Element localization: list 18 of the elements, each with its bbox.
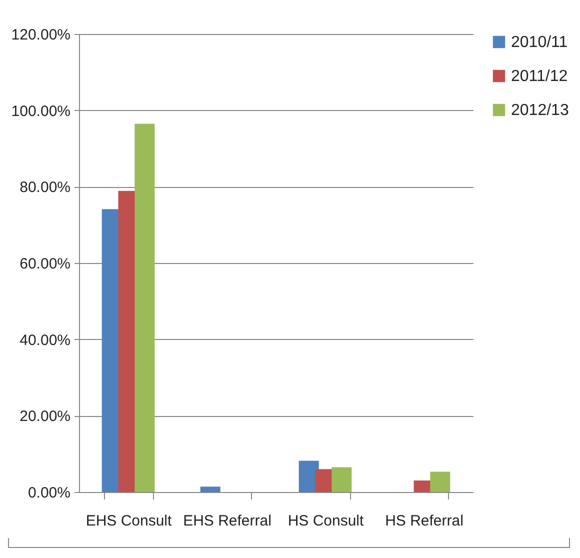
y-tick-label: 60.00% — [20, 256, 70, 272]
y-tick-label: 120.00% — [11, 26, 70, 44]
x-tick-label: EHS Referral — [183, 512, 272, 530]
bar — [430, 472, 450, 492]
x-tick-label: HS Referral — [385, 512, 464, 530]
legend-label: 2010/11 — [511, 34, 568, 51]
bar — [332, 467, 352, 492]
bar — [134, 124, 155, 492]
x-tick-label: EHS Consult — [86, 512, 173, 530]
y-tick-label: 40.00% — [20, 332, 70, 349]
x-tick-label: HS Consult — [288, 512, 365, 530]
y-tick-label: 0.00% — [28, 484, 70, 502]
y-tick-label: 20.00% — [20, 408, 70, 426]
y-tick-label: 100.00% — [11, 102, 70, 120]
bar — [200, 486, 220, 492]
y-tick-label: 80.00% — [20, 179, 70, 196]
legend-label: 2011/12 — [511, 68, 568, 85]
legend-label: 2012/13 — [511, 102, 569, 119]
